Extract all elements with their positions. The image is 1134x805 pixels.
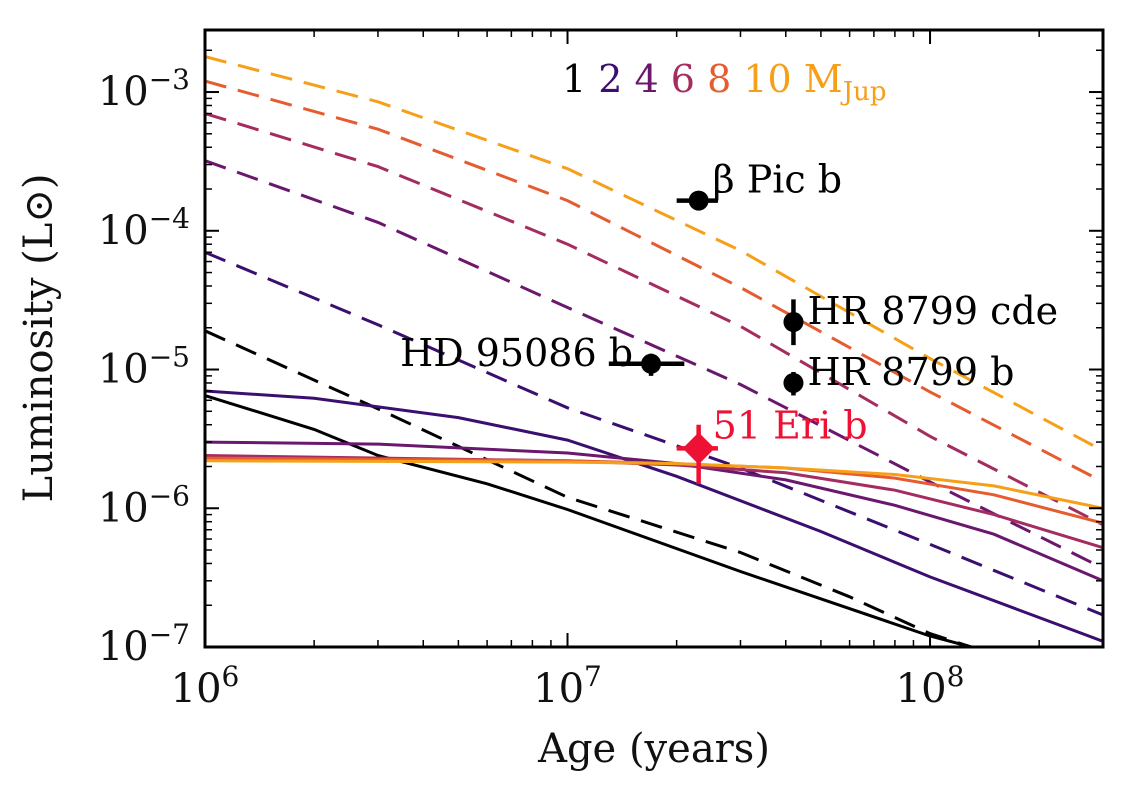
curve-8-mjup-hot-start [205,79,1103,484]
legend-entry-8: 8 [695,57,731,101]
curve-10-mjup-hot-start [205,55,1103,453]
point-hd-95086-b: HD 95086 b [400,331,685,376]
mass-legend: 1 2 4 6 8 10 MJup [562,57,887,107]
point-label: 51 Eri b [713,403,868,447]
curve-10-mjup-cold-start [205,459,1103,510]
curve-4-mjup-cold-start [205,440,1103,583]
point-label: HD 95086 b [400,331,633,375]
curve-1-mjup-cold-start [205,394,972,647]
y-tick-label: 10−6 [98,479,190,531]
point-marker [783,312,804,333]
y-tick-label: 10−5 [98,341,190,393]
point-marker [688,190,709,211]
x-axis-label: Age (years) [537,726,770,772]
x-tick-label: 106 [171,660,240,712]
model-curves [205,55,1103,647]
legend-entry-4: 4 [622,57,658,101]
point-51-eri-b: 51 Eri b [676,403,868,484]
curve-6-mjup-hot-start [205,112,1103,527]
point-marker [641,353,662,374]
y-tick-label: 10−4 [98,202,190,254]
x-tick-label: 107 [533,660,602,712]
y-tick-label: 10−3 [98,63,190,115]
point-hr-8799-cde: HR 8799 cde [783,289,1058,346]
y-tick-label: 10−7 [98,618,190,670]
data-points: β Pic b HR 8799 cde HR 8799 b HD 95086 b 51 … [400,158,1058,484]
point-label: HR 8799 b [807,350,1014,394]
point-marker [783,372,804,393]
point-marker [682,432,715,465]
point-pic-b: β Pic b [676,158,842,211]
plot-frame [203,28,1105,649]
legend-entry-6: 6 [659,57,695,101]
y-axis-label: Luminosity (L⊙) [16,174,62,503]
point-label: HR 8799 cde [807,289,1058,333]
legend-entry-1: 1 [562,57,586,101]
legend-unit: M [792,57,843,101]
x-tick-label: 108 [896,660,965,712]
point-label: β Pic b [713,158,842,202]
curve-2-mjup-hot-start [205,250,1103,617]
legend-unit-sub: Jup [840,77,887,107]
curve-2-mjup-cold-start [205,389,1103,643]
legend-entry-2: 2 [586,57,622,101]
legend-entries: 1 2 4 6 8 10 MJup [562,57,887,107]
curve-4-mjup-hot-start [205,159,1103,570]
legend-entry-10: 10 [731,57,791,101]
point-hr-8799-b: HR 8799 b [783,350,1014,396]
